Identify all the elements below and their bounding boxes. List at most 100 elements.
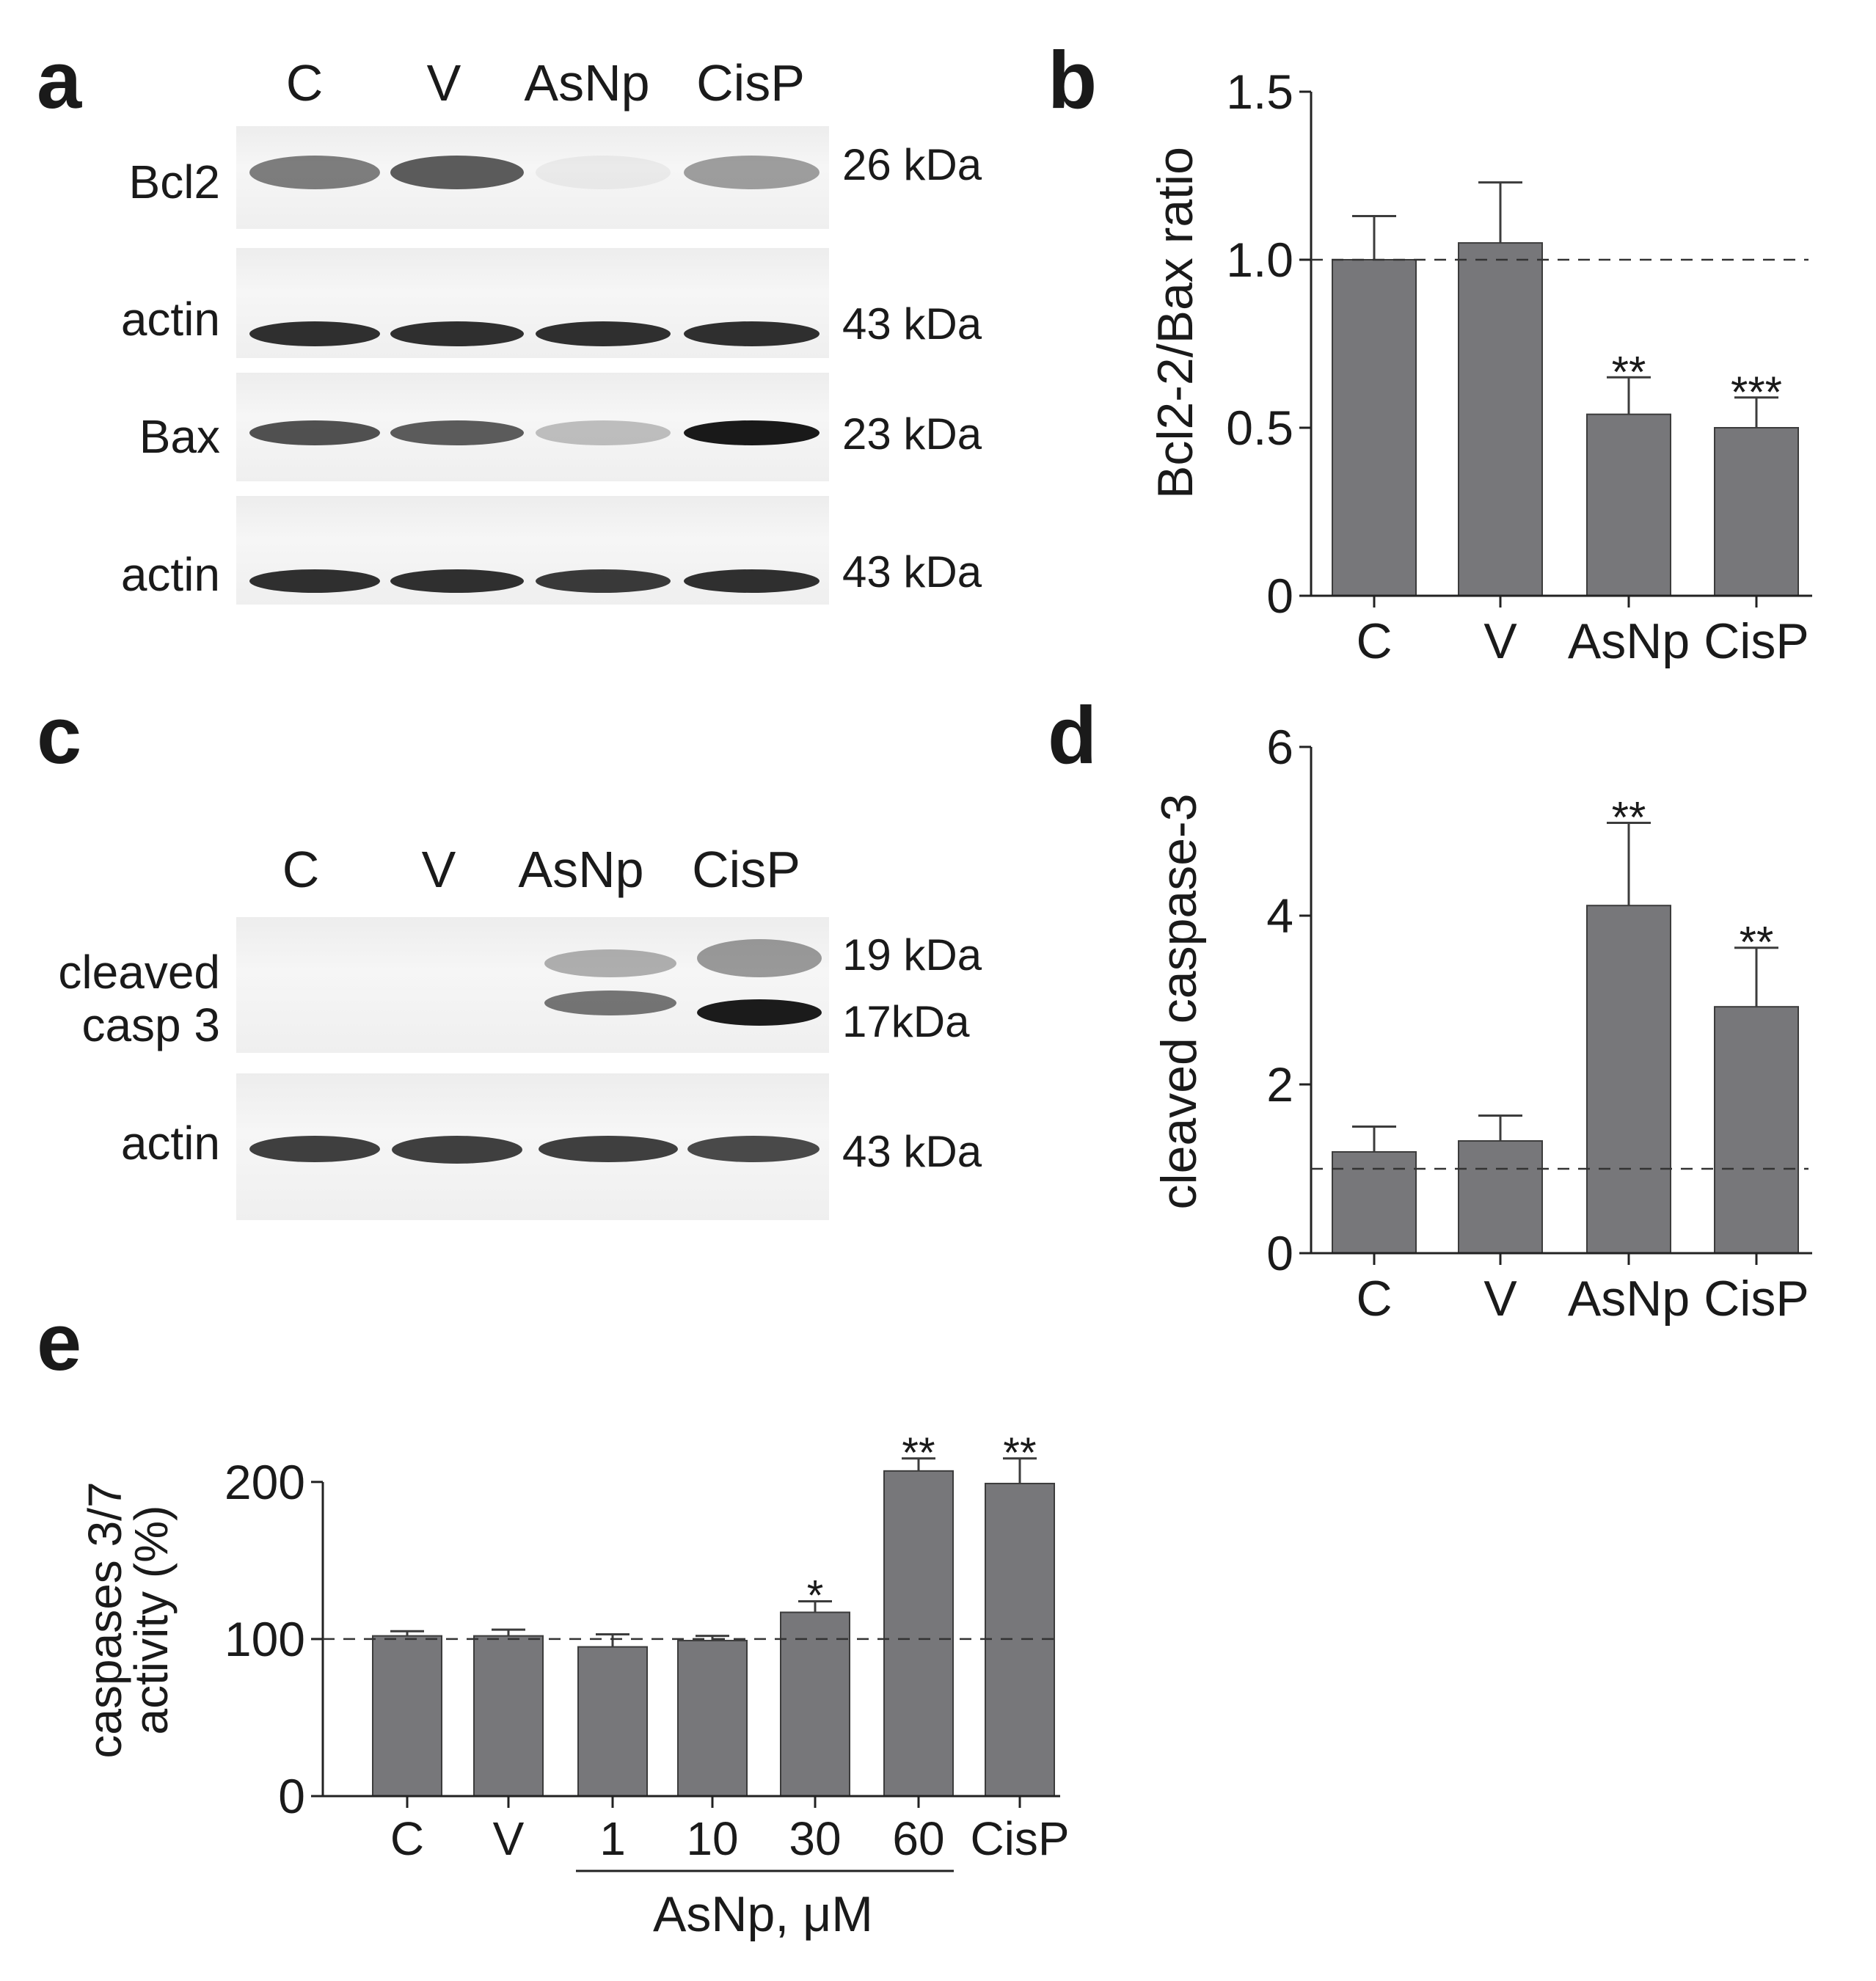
lane-label-a-c: C: [285, 54, 324, 112]
y-tick-label-d-3: 6: [1266, 720, 1293, 774]
bar-b-1: [1458, 242, 1543, 597]
x-category-label-b-0: C: [1356, 613, 1392, 669]
panel-letter-e: e: [37, 1297, 82, 1387]
kda-a-row-1: 43 kDa: [842, 299, 982, 349]
lane-label-c-v: V: [421, 841, 456, 898]
band-a-row-3-lane-2: [536, 569, 671, 593]
bar-d-3: [1714, 1006, 1799, 1254]
x-category-label-d-0: C: [1356, 1271, 1392, 1327]
significance-d-2: **: [1612, 793, 1646, 842]
blot-a-row-1: [236, 248, 829, 358]
x-category-label-e-0: C: [390, 1812, 424, 1865]
band-a-row-1-lane-0: [249, 321, 380, 346]
blot-a-row-3: [236, 496, 829, 605]
kda-actin-c: 43 kDa: [842, 1127, 982, 1176]
band-a-row-2-lane-0: [249, 420, 380, 445]
bar-b-3: [1714, 427, 1799, 597]
band-actin-c-c: [249, 1136, 380, 1162]
band-a-row-0-lane-1: [390, 156, 524, 189]
band-a-row-2-lane-2: [536, 420, 671, 445]
y-axis-title-b: Bcl2-2/Bax ratio: [1147, 147, 1203, 499]
y-tick-label-b-0: 0: [1266, 569, 1293, 623]
panel-letter-b: b: [1048, 35, 1098, 125]
actin-label-c: actin: [120, 1117, 220, 1170]
y-axis-title-e-line1: caspases 3/7: [79, 1481, 131, 1758]
row-label-a-3: actin: [120, 548, 220, 601]
band-a-row-0-lane-2: [536, 156, 671, 189]
kda-casp3-19: 19 kDa: [842, 930, 982, 979]
x-category-label-e-3: 10: [686, 1812, 738, 1865]
band-a-row-1-lane-3: [684, 321, 820, 346]
row-label-a-0: Bcl2: [128, 156, 221, 208]
panel-letter-c: c: [37, 690, 82, 781]
x-category-label-e-1: V: [493, 1812, 525, 1865]
band-actin-c-asnp: [539, 1136, 678, 1162]
band-casp3-cisp-17: [697, 999, 822, 1026]
y-tick-label-e-2: 200: [225, 1455, 305, 1509]
panel-letter-a: a: [37, 35, 82, 125]
band-casp3-asnp-17: [544, 991, 676, 1015]
bar-e-3: [677, 1640, 748, 1798]
lane-label-a-cisp: CisP: [696, 54, 805, 112]
bar-e-0: [372, 1635, 442, 1797]
lane-label-a-v: V: [426, 54, 461, 112]
significance-d-3: **: [1740, 918, 1774, 967]
x-category-label-b-1: V: [1483, 613, 1517, 669]
blot-cleaved-casp3: [236, 917, 829, 1053]
band-a-row-0-lane-3: [684, 156, 820, 189]
band-actin-c-cisp: [687, 1136, 820, 1162]
bar-d-2: [1586, 905, 1671, 1254]
x-category-label-d-2: AsNp: [1568, 1271, 1690, 1327]
band-a-row-3-lane-0: [249, 569, 380, 593]
significance-e-6: **: [1003, 1429, 1036, 1477]
blot-actin-c: [236, 1073, 829, 1220]
x-category-label-b-2: AsNp: [1568, 613, 1690, 669]
x-category-label-e-4: 30: [789, 1812, 841, 1865]
row-label-a-1: actin: [120, 293, 220, 346]
significance-b-3: ***: [1731, 368, 1782, 417]
x-category-label-e-5: 60: [892, 1812, 944, 1865]
band-a-row-2-lane-3: [684, 420, 820, 445]
panel-letter-d: d: [1048, 690, 1098, 781]
y-tick-label-d-0: 0: [1266, 1226, 1293, 1280]
lane-label-c-cisp: CisP: [692, 841, 800, 898]
lane-label-a-asnp: AsNp: [524, 54, 650, 112]
band-a-row-1-lane-2: [536, 321, 671, 346]
x-category-label-d-1: V: [1483, 1271, 1517, 1327]
significance-e-4: *: [807, 1572, 824, 1620]
bar-e-4: [780, 1611, 850, 1798]
bar-e-2: [577, 1646, 648, 1797]
x-category-label-e-6: CisP: [970, 1812, 1069, 1865]
band-a-row-3-lane-1: [390, 569, 524, 593]
kda-a-row-2: 23 kDa: [842, 409, 982, 459]
significance-b-2: **: [1612, 347, 1646, 396]
lane-label-c-asnp: AsNp: [518, 841, 644, 898]
y-tick-label-d-2: 4: [1266, 889, 1293, 943]
cleaved-casp3-label-line2: casp 3: [81, 999, 220, 1051]
cleaved-casp3-label-line1: cleaved: [58, 946, 220, 999]
x-category-label-e-2: 1: [599, 1812, 626, 1865]
asnp-group-label: AsNp, μM: [653, 1886, 873, 1942]
band-a-row-0-lane-0: [249, 156, 380, 189]
x-category-label-b-3: CisP: [1704, 613, 1809, 669]
band-a-row-1-lane-1: [390, 321, 524, 346]
bar-e-5: [883, 1470, 954, 1797]
band-actin-c-v: [392, 1136, 522, 1164]
band-casp3-asnp-19: [544, 949, 676, 977]
band-a-row-2-lane-1: [390, 420, 524, 445]
lane-label-c-c: C: [282, 841, 320, 898]
row-label-a-2: Bax: [139, 410, 220, 463]
y-tick-label-d-1: 2: [1266, 1057, 1293, 1112]
significance-e-5: **: [902, 1429, 935, 1477]
kda-a-row-3: 43 kDa: [842, 547, 982, 597]
y-axis-title-d: cleaved caspase-3: [1151, 793, 1207, 1209]
blot-a-row-2: [236, 373, 829, 481]
y-axis-title-e-line2: activity (%): [125, 1506, 178, 1735]
y-tick-label-b-3: 1.5: [1226, 65, 1293, 119]
band-a-row-3-lane-3: [684, 569, 820, 593]
bar-e-1: [473, 1635, 544, 1797]
kda-casp3-17: 17kDa: [842, 997, 970, 1046]
